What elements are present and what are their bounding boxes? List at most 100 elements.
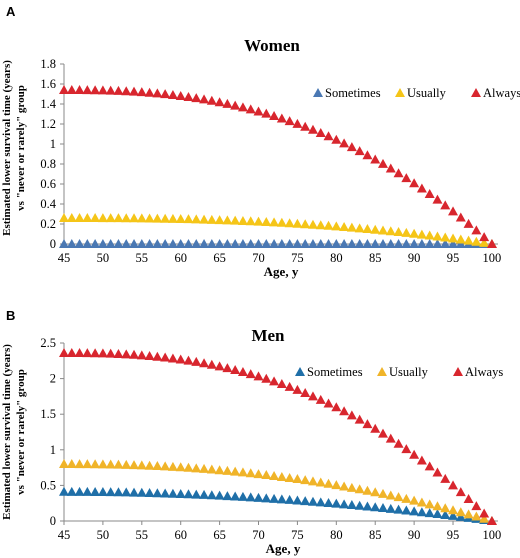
legend-label-sometimes: Sometimes xyxy=(307,365,363,379)
y-tick-label: 0.6 xyxy=(40,177,56,191)
data-point-sometimes xyxy=(354,500,365,510)
data-point-usually xyxy=(339,481,350,491)
data-point-always xyxy=(183,92,194,102)
data-point-always xyxy=(416,183,427,193)
data-point-usually xyxy=(331,221,342,231)
data-point-sometimes xyxy=(362,239,373,248)
data-point-sometimes xyxy=(346,500,357,510)
data-point-usually xyxy=(471,511,482,521)
data-point-usually xyxy=(424,230,435,240)
data-point-usually xyxy=(362,224,373,234)
data-point-usually xyxy=(385,226,396,236)
x-tick-label: 65 xyxy=(213,251,226,265)
x-tick-label: 55 xyxy=(136,528,149,542)
data-point-always xyxy=(479,232,490,242)
data-point-sometimes xyxy=(66,486,77,496)
data-point-always xyxy=(354,414,365,424)
data-point-always xyxy=(448,206,459,216)
data-point-sometimes xyxy=(339,499,350,509)
data-point-always xyxy=(237,366,248,376)
data-point-always xyxy=(377,158,388,168)
data-point-always xyxy=(339,406,350,416)
data-point-sometimes xyxy=(144,239,155,248)
x-tick-label: 100 xyxy=(483,251,502,265)
data-point-usually xyxy=(191,463,202,473)
data-point-always xyxy=(152,88,163,98)
data-point-always xyxy=(393,168,404,178)
data-point-always xyxy=(214,97,225,107)
data-point-always xyxy=(167,90,178,100)
data-point-usually xyxy=(377,488,388,498)
data-point-always xyxy=(284,381,295,391)
data-point-usually xyxy=(206,214,217,224)
data-point-usually xyxy=(183,462,194,472)
y-tick-label: 0.5 xyxy=(40,478,56,492)
data-point-sometimes xyxy=(269,239,280,248)
data-point-usually xyxy=(105,213,116,223)
data-point-usually xyxy=(463,509,474,519)
data-point-always xyxy=(253,371,264,381)
data-point-usually xyxy=(455,507,466,517)
data-point-usually xyxy=(455,234,466,244)
legend-marker-usually xyxy=(377,367,387,376)
legend-marker-usually xyxy=(395,88,405,97)
data-point-sometimes xyxy=(354,239,365,248)
data-point-sometimes xyxy=(253,492,264,502)
x-tick-label: 60 xyxy=(174,528,187,542)
data-point-always xyxy=(315,127,326,137)
data-point-sometimes xyxy=(183,239,194,248)
data-point-always xyxy=(97,348,108,358)
data-point-usually xyxy=(66,459,77,469)
x-tick-label: 90 xyxy=(408,528,421,542)
data-point-always xyxy=(269,376,280,386)
data-point-usually xyxy=(144,213,155,223)
data-point-sometimes xyxy=(385,503,396,513)
data-point-usually xyxy=(416,497,427,507)
data-point-sometimes xyxy=(214,239,225,248)
data-point-sometimes xyxy=(292,495,303,505)
data-point-usually xyxy=(269,470,280,480)
data-point-sometimes xyxy=(129,239,140,248)
data-point-usually xyxy=(448,505,459,515)
y-tick-label: 2.5 xyxy=(40,336,56,350)
data-point-always xyxy=(416,455,427,465)
data-point-always xyxy=(409,178,420,188)
data-point-always xyxy=(206,359,217,369)
data-point-always xyxy=(136,350,147,360)
data-point-always xyxy=(307,124,318,134)
data-point-always xyxy=(59,85,69,94)
data-point-usually xyxy=(292,474,303,484)
y-tick-label: 0.2 xyxy=(40,217,56,231)
data-point-sometimes xyxy=(167,239,178,248)
data-point-always xyxy=(424,461,435,471)
data-point-always xyxy=(346,410,357,420)
data-point-sometimes xyxy=(440,509,451,519)
y-tick-label: 0.4 xyxy=(40,197,56,211)
data-point-always xyxy=(409,449,420,459)
data-point-sometimes xyxy=(424,239,435,248)
data-point-always xyxy=(385,163,396,173)
legend-marker-always xyxy=(453,367,463,376)
data-point-usually xyxy=(144,460,155,470)
data-point-always xyxy=(230,100,241,110)
data-point-usually xyxy=(97,459,108,469)
x-tick-label: 70 xyxy=(252,251,265,265)
data-point-always xyxy=(222,98,233,108)
data-point-usually xyxy=(346,482,357,492)
data-point-usually xyxy=(370,487,381,497)
data-point-usually xyxy=(59,459,69,469)
data-point-always xyxy=(323,398,334,408)
data-point-sometimes xyxy=(393,239,404,248)
data-point-always xyxy=(97,85,108,95)
data-point-always xyxy=(113,348,124,358)
data-point-always xyxy=(82,348,93,358)
data-point-always xyxy=(331,402,342,412)
data-point-sometimes xyxy=(331,239,342,248)
data-point-always xyxy=(167,353,178,363)
data-point-sometimes xyxy=(136,487,147,497)
y-tick-label: 1 xyxy=(50,443,56,457)
data-point-usually xyxy=(253,469,264,479)
data-point-sometimes xyxy=(222,239,233,248)
data-point-always xyxy=(276,113,287,123)
x-tick-label: 95 xyxy=(447,528,460,542)
